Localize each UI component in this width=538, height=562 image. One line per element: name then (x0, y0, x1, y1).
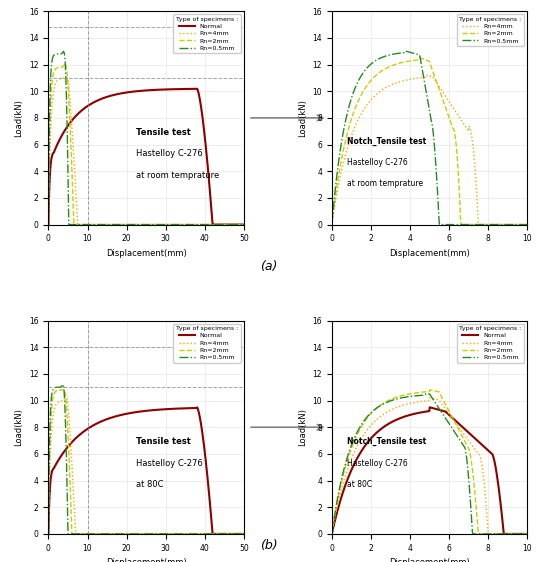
Text: Hastelloy C-276: Hastelloy C-276 (348, 158, 408, 167)
Text: at 80C: at 80C (348, 480, 372, 489)
Legend: Rn=4mm, Rn=2mm, Rn=0.5mm: Rn=4mm, Rn=2mm, Rn=0.5mm (457, 15, 524, 46)
Legend: Normal, Rn=4mm, Rn=2mm, Rn=0.5mm: Normal, Rn=4mm, Rn=2mm, Rn=0.5mm (457, 324, 524, 362)
X-axis label: Displacement(mm): Displacement(mm) (389, 558, 470, 562)
Y-axis label: Load(kN): Load(kN) (298, 409, 307, 446)
Text: Tensile test: Tensile test (136, 128, 191, 137)
Legend: Normal, Rn=4mm, Rn=2mm, Rn=0.5mm: Normal, Rn=4mm, Rn=2mm, Rn=0.5mm (173, 324, 240, 362)
Text: at room temprature: at room temprature (348, 179, 423, 188)
Text: Hastelloy C-276: Hastelloy C-276 (348, 459, 408, 468)
Y-axis label: Load(kN): Load(kN) (298, 99, 307, 137)
Text: Hastelloy C-276: Hastelloy C-276 (136, 149, 203, 158)
X-axis label: Displacement(mm): Displacement(mm) (106, 249, 187, 258)
X-axis label: Displacement(mm): Displacement(mm) (106, 558, 187, 562)
X-axis label: Displacement(mm): Displacement(mm) (389, 249, 470, 258)
Text: at room temprature: at room temprature (136, 171, 220, 180)
Text: at 80C: at 80C (136, 480, 164, 489)
Text: (b): (b) (260, 538, 278, 552)
Y-axis label: Load(kN): Load(kN) (15, 409, 24, 446)
Y-axis label: Load(kN): Load(kN) (15, 99, 24, 137)
Text: Notch_Tensile test: Notch_Tensile test (348, 137, 427, 146)
Text: Notch_Tensile test: Notch_Tensile test (348, 437, 427, 446)
Text: Hastelloy C-276: Hastelloy C-276 (136, 459, 203, 468)
Text: (a): (a) (260, 260, 278, 274)
Legend: Normal, Rn=4mm, Rn=2mm, Rn=0.5mm: Normal, Rn=4mm, Rn=2mm, Rn=0.5mm (173, 15, 240, 53)
Text: Tensile test: Tensile test (136, 437, 191, 446)
